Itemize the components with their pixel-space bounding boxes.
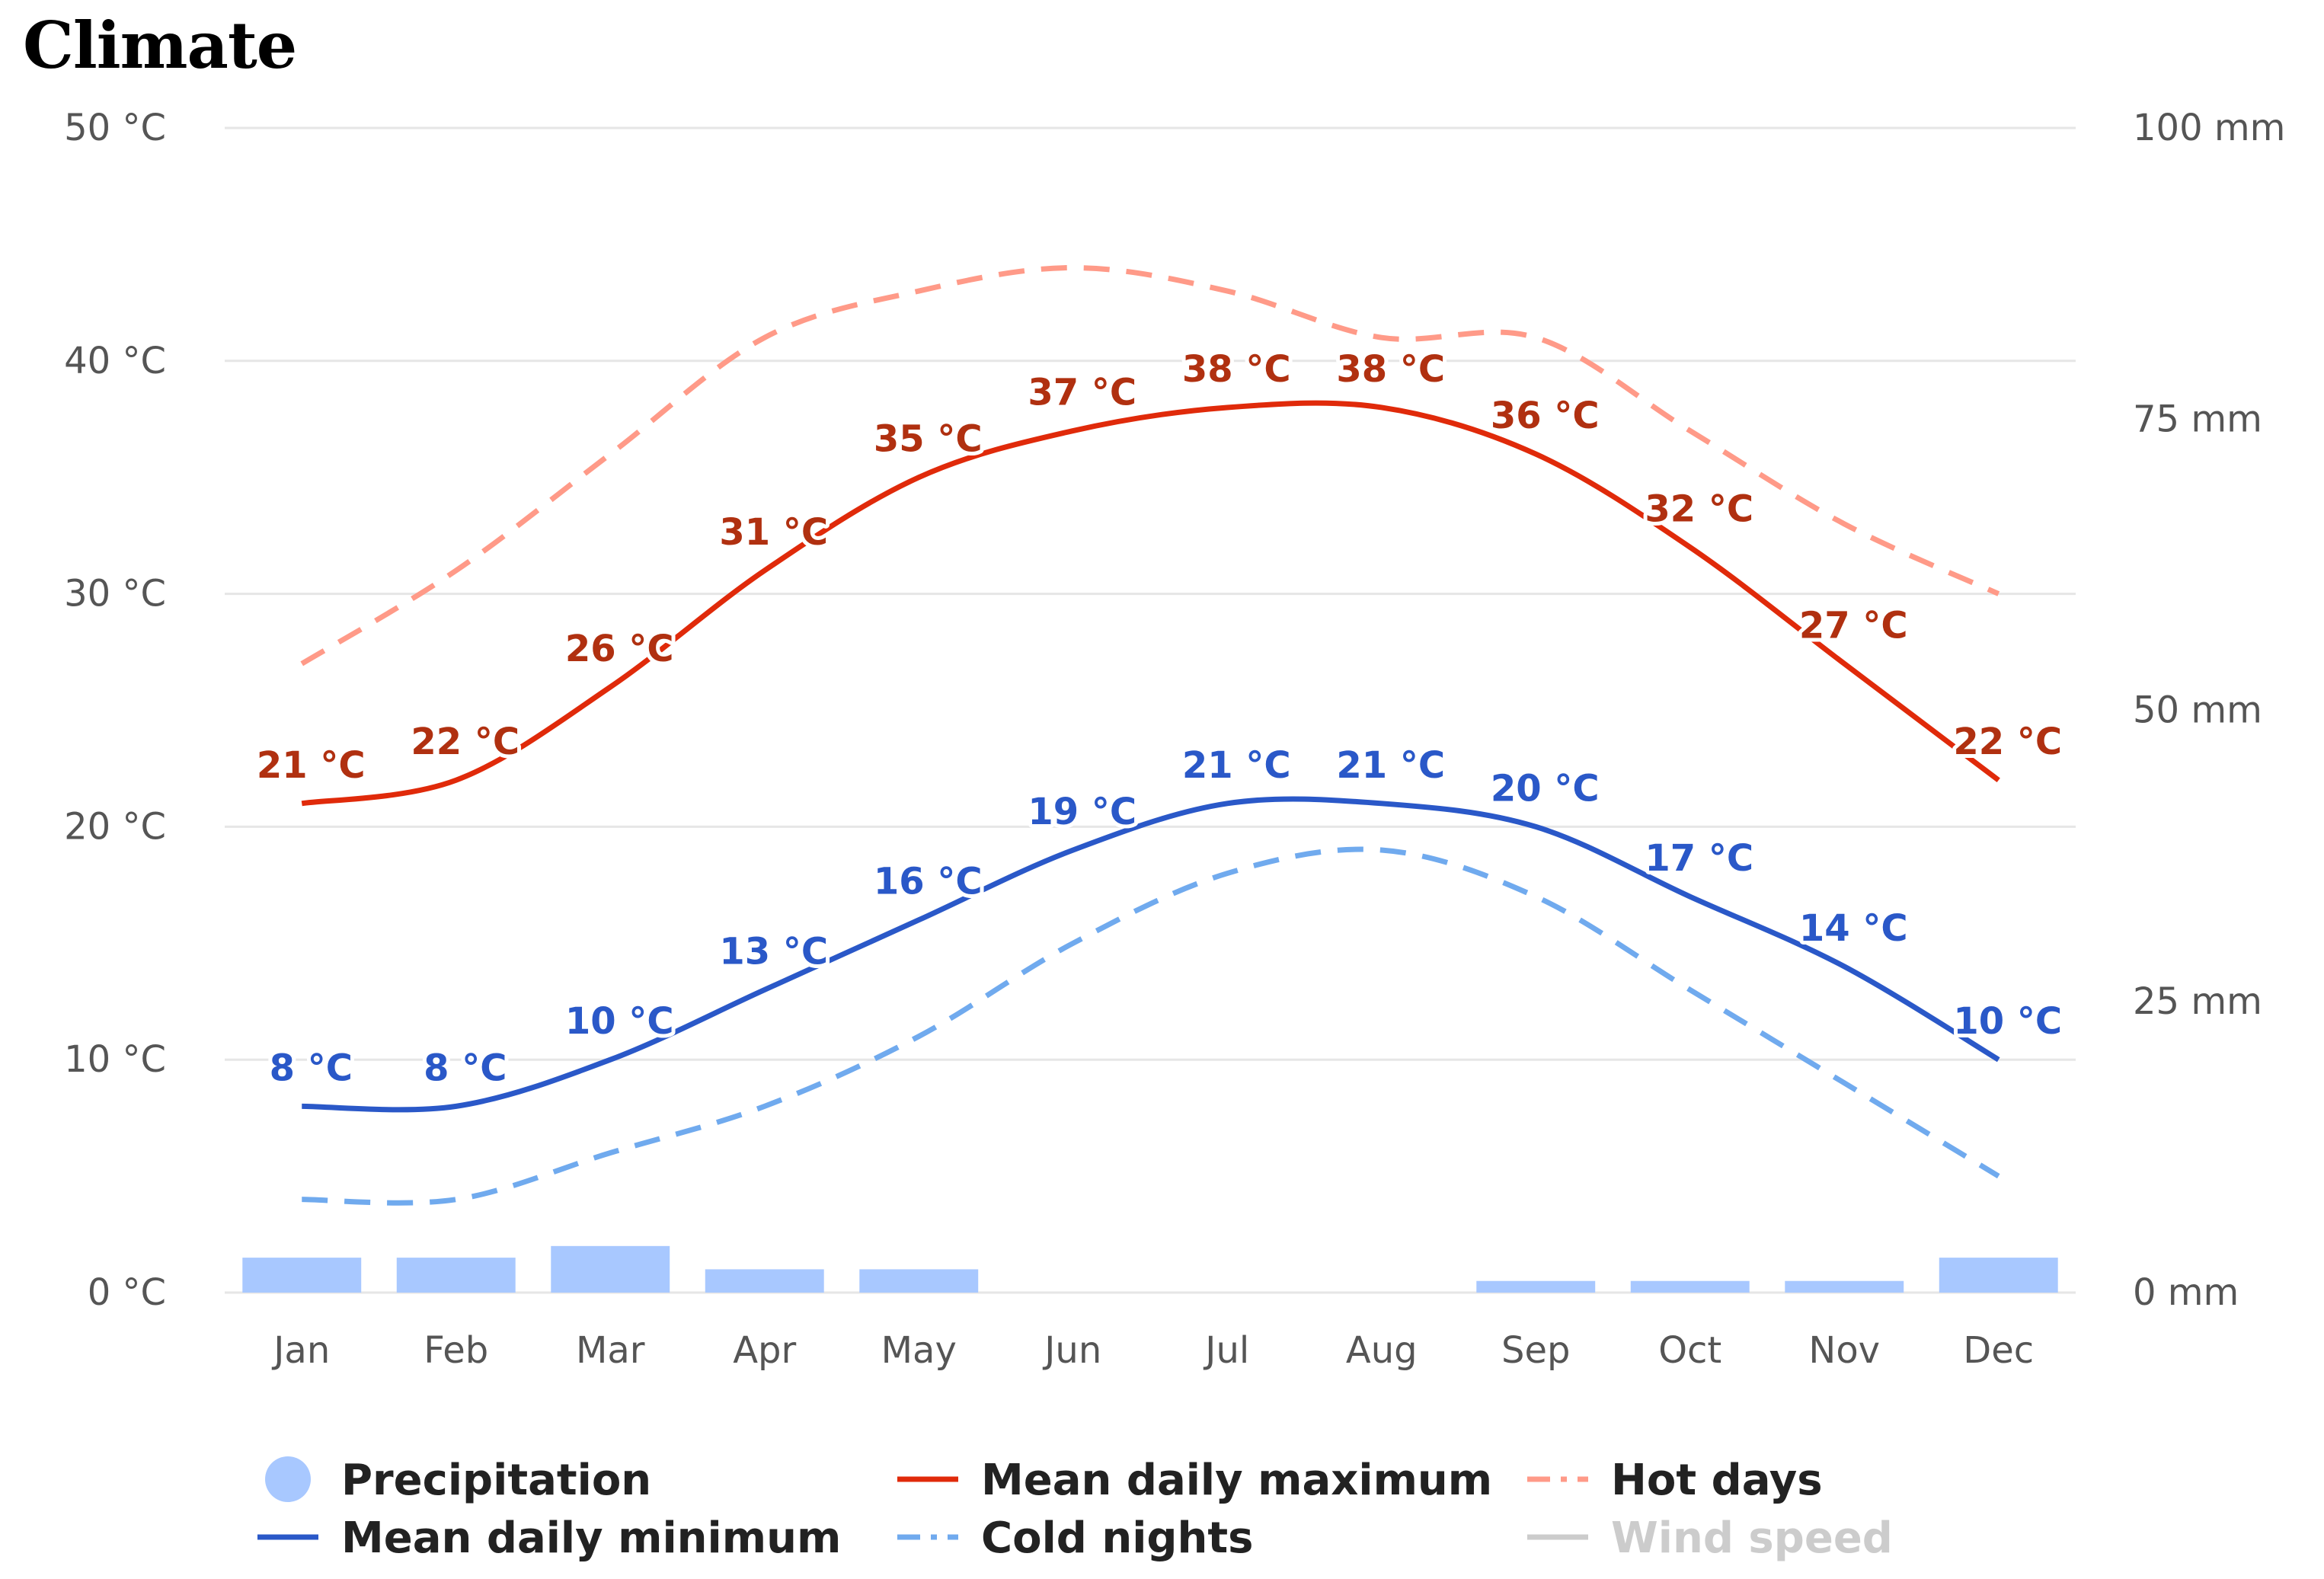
legend-label: Hot days — [1611, 1456, 1823, 1505]
y-left-tick-label: 20 °C — [64, 805, 166, 848]
min-data-label: 8 °C — [424, 1047, 507, 1089]
max-data-label: 32 °C — [1645, 487, 1753, 530]
y-right-tick-label: 50 mm — [2133, 689, 2262, 732]
x-tick-label: Aug — [1346, 1329, 1418, 1372]
y-right-tick-label: 25 mm — [2133, 980, 2262, 1023]
legend-label: Wind speed — [1611, 1513, 1893, 1563]
y-left-tick-label: 10 °C — [64, 1038, 166, 1081]
precipitation-bar — [1785, 1280, 1904, 1293]
y-right-tick-label: 75 mm — [2133, 398, 2262, 440]
min-data-label: 13 °C — [719, 930, 828, 973]
min-data-label: 8 °C — [270, 1047, 353, 1089]
precipitation-bar — [551, 1245, 670, 1293]
y-left-tick-label: 30 °C — [64, 573, 166, 615]
legend-item-precip: Precipitation — [265, 1456, 651, 1505]
y-left-tick-label: 0 °C — [88, 1271, 166, 1314]
precipitation-bar — [1476, 1280, 1596, 1293]
y-left-tick-label: 50 °C — [64, 107, 166, 149]
max-data-label: 26 °C — [565, 628, 674, 670]
max-data-label: 21 °C — [257, 744, 366, 787]
min-data-label: 17 °C — [1645, 837, 1753, 880]
min-data-label: 21 °C — [1182, 744, 1291, 787]
x-tick-label: Sep — [1501, 1329, 1570, 1372]
mean-daily-maximum-line — [301, 400, 2000, 807]
data-labels: 21 °C 22 °C 26 °C 31 °C 35 °C 37 °C 38 °C 38 °C… — [253, 344, 2066, 1093]
precipitation-bar — [1939, 1258, 2058, 1293]
y-right-tick-label: 0 mm — [2133, 1271, 2239, 1314]
legend-item-cold: Cold nights — [897, 1513, 1253, 1563]
x-tick-label: Mar — [576, 1329, 645, 1372]
max-data-label: 22 °C — [411, 721, 519, 763]
legend-item-wind: Wind speed — [1527, 1513, 1893, 1563]
max-data-label: 38 °C — [1182, 348, 1291, 391]
x-tick-label: Jul — [1203, 1329, 1249, 1372]
axis-labels: 0 °C 10 °C 20 °C 30 °C 40 °C 50 °C 0 mm 25 mm 50… — [64, 107, 2285, 1372]
min-data-label: 19 °C — [1028, 791, 1136, 833]
precipitation-bar — [396, 1258, 516, 1293]
x-tick-label: Nov — [1808, 1329, 1880, 1372]
legend-label: Mean daily maximum — [981, 1456, 1492, 1505]
legend-item-max: Mean daily maximum — [897, 1456, 1492, 1505]
precipitation-bar — [1630, 1280, 1750, 1293]
precipitation-bar — [242, 1258, 362, 1293]
precipitation-bar — [705, 1269, 824, 1293]
mean-daily-minimum-line — [302, 796, 2000, 1113]
x-tick-label: May — [881, 1329, 957, 1372]
precipitation-bar — [859, 1269, 979, 1293]
x-tick-label: Feb — [424, 1329, 488, 1372]
min-data-label: 10 °C — [1953, 1000, 2062, 1043]
max-data-label: 31 °C — [719, 511, 828, 554]
legend: Precipitation Mean daily maximum Hot days M… — [257, 1456, 1893, 1563]
legend-label: Precipitation — [341, 1456, 651, 1505]
max-data-label: 36 °C — [1491, 395, 1600, 437]
max-data-label: 35 °C — [874, 418, 983, 461]
x-tick-label: Dec — [1963, 1329, 2034, 1372]
y-left-tick-label: 40 °C — [64, 340, 166, 382]
legend-item-min: Mean daily minimum — [257, 1513, 841, 1563]
min-data-label: 21 °C — [1336, 744, 1445, 787]
max-data-label: 22 °C — [1953, 721, 2062, 763]
hot-days-line — [300, 264, 2000, 666]
legend-precipitation-icon — [265, 1456, 311, 1502]
min-data-label: 14 °C — [1799, 907, 1908, 950]
chart-title: Climate — [23, 8, 297, 83]
max-data-label: 27 °C — [1799, 604, 1908, 647]
series-lines — [300, 264, 2000, 1206]
legend-item-hot: Hot days — [1527, 1456, 1823, 1505]
x-tick-label: Jun — [1042, 1329, 1101, 1372]
x-tick-label: Apr — [733, 1329, 796, 1372]
min-data-label: 20 °C — [1491, 767, 1600, 810]
min-data-label: 16 °C — [874, 861, 983, 903]
precipitation-bars — [242, 1245, 2058, 1293]
legend-label: Mean daily minimum — [341, 1513, 841, 1563]
cold-nights-line — [302, 846, 2000, 1206]
max-data-label: 37 °C — [1028, 372, 1136, 414]
min-data-label: 10 °C — [565, 1000, 674, 1043]
legend-label: Cold nights — [981, 1513, 1253, 1563]
y-right-tick-label: 100 mm — [2133, 107, 2285, 149]
x-tick-label: Jan — [271, 1329, 330, 1372]
max-data-label: 38 °C — [1336, 348, 1445, 391]
grid-lines — [225, 126, 2076, 1294]
x-tick-label: Oct — [1658, 1329, 1721, 1372]
